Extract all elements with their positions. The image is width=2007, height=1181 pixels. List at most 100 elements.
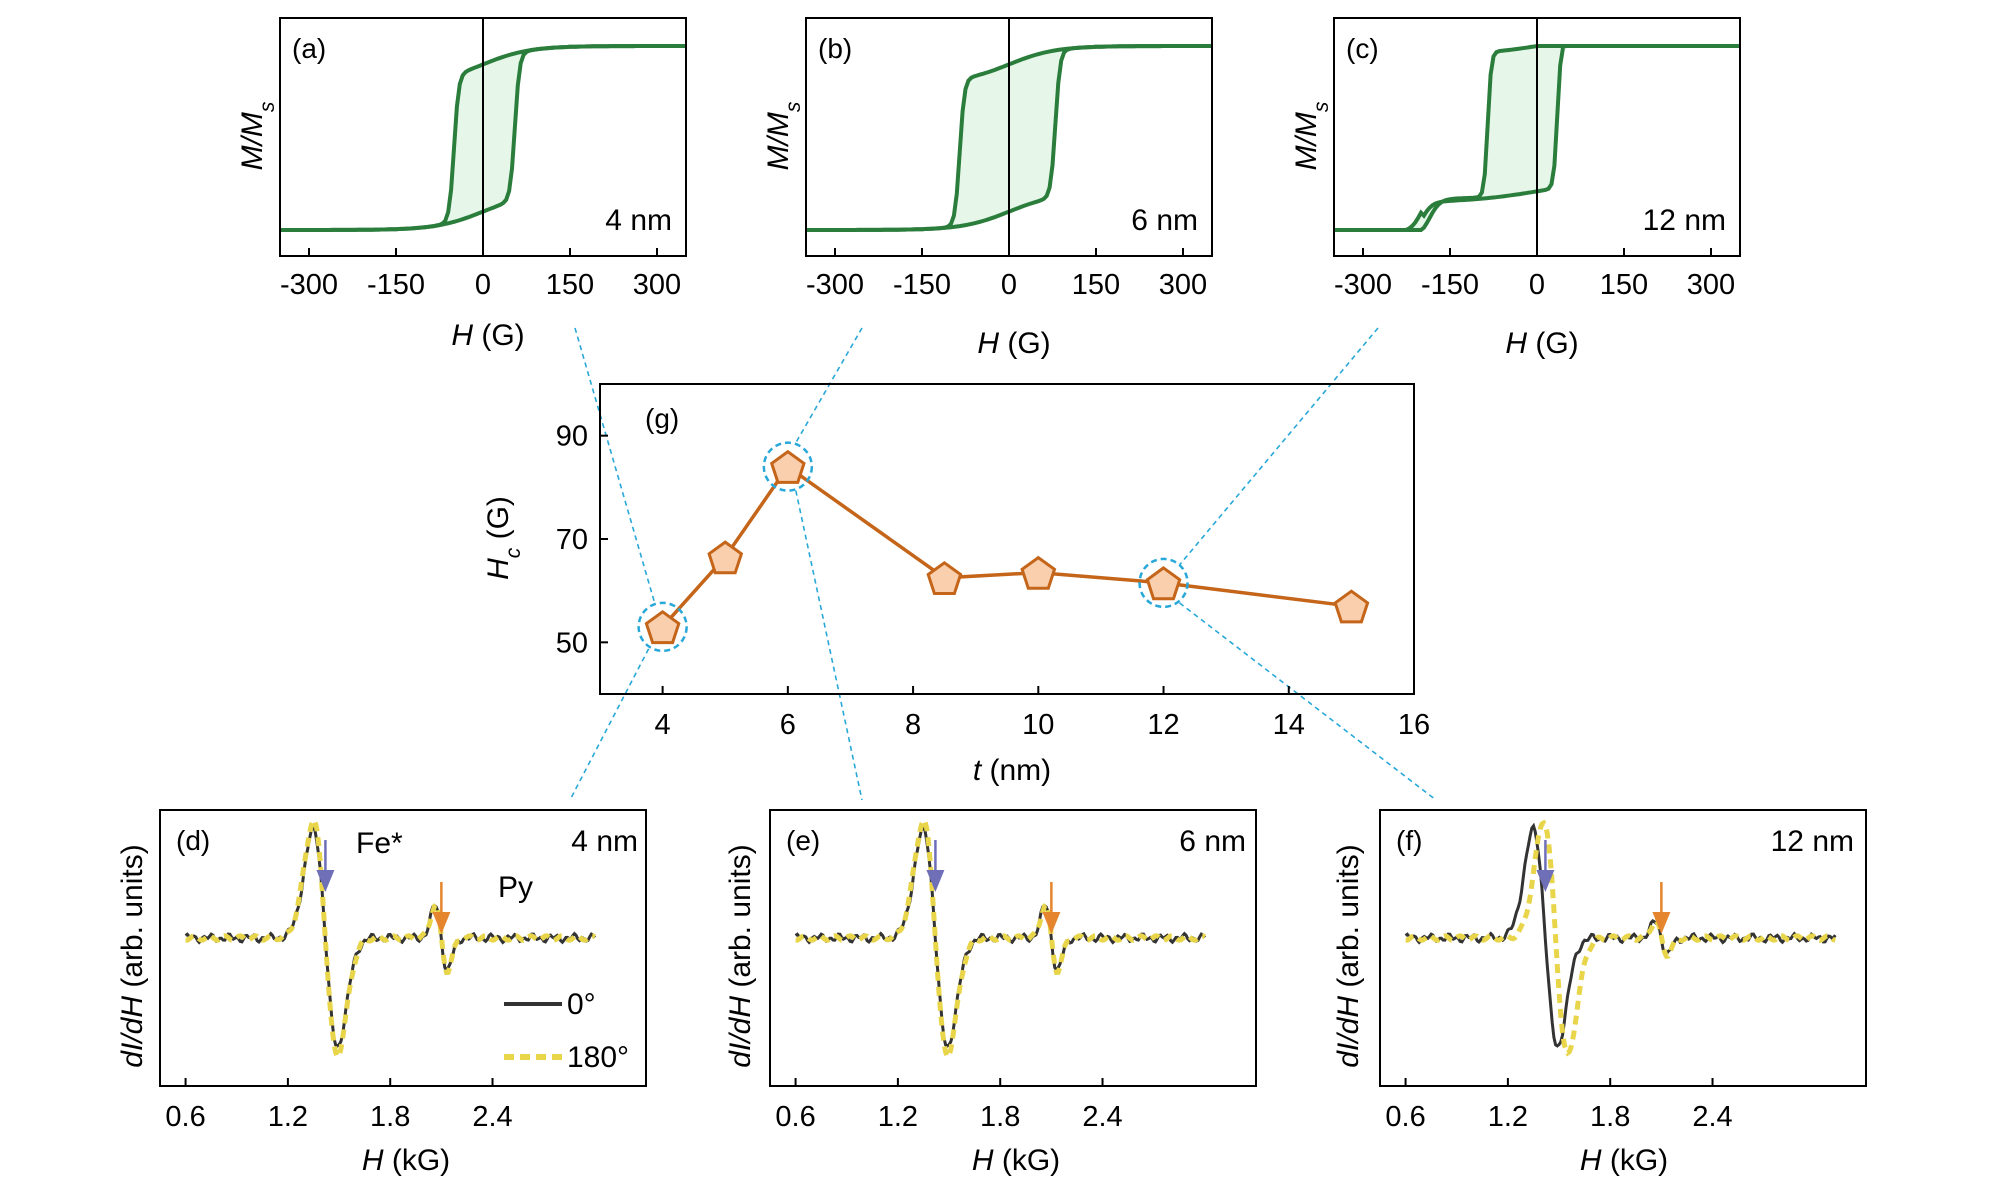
pentagon-marker (1145, 566, 1182, 601)
fmr-trace-180deg (1405, 819, 1836, 1057)
fmr-e-ylabel: dI/dH (arb. units) (724, 844, 757, 1067)
pentagon-marker (769, 449, 806, 484)
x-tick-label: 0.6 (1385, 1101, 1425, 1133)
zoom-connector (569, 648, 650, 801)
zoom-connector (795, 327, 863, 444)
fmr-d-ylabel: dI/dH (arb. units) (116, 844, 149, 1067)
x-tick-label: 0.6 (165, 1101, 205, 1133)
fe-arrow-head (926, 870, 945, 892)
y-tick-label: 90 (556, 421, 588, 453)
y-tick-label: 50 (556, 627, 588, 659)
coercivity-line (661, 464, 1352, 628)
fmr-trace-180deg (795, 816, 1207, 1061)
x-tick-label: 150 (1600, 269, 1648, 301)
fmr-d-xlabel: H (kG) (362, 1144, 450, 1177)
x-tick-label: 2.4 (1692, 1101, 1732, 1133)
zoom-connector (795, 490, 863, 801)
plot-frame (599, 383, 1415, 695)
x-tick-label: 1.8 (1590, 1101, 1630, 1133)
fmr-f-thickness: 12 nm (1771, 825, 1854, 858)
hysteresis-c-ylabel: M/Ms (1290, 101, 1333, 170)
x-tick-label: 1.8 (370, 1101, 410, 1133)
coercivity-panel-g: (g) Hc (G) t (nm) 4 6 8 10 12 14 16 50 70 90 (482, 383, 1430, 787)
fmr-trace-180deg (185, 816, 597, 1061)
plot-frame (1379, 809, 1867, 1087)
fmr-e-thickness: 6 nm (1179, 825, 1246, 858)
x-tick-label: -300 (280, 269, 338, 301)
fmr-d-tag: (d) (176, 825, 210, 856)
plot-frame (159, 809, 647, 1087)
pentagon-marker (1020, 555, 1057, 590)
highlight-circle (762, 441, 814, 492)
pentagon-marker (926, 560, 963, 595)
x-tick-label: 300 (1687, 269, 1735, 301)
hysteresis-a-ylabel: M/Ms (236, 101, 279, 170)
x-tick-label: 150 (546, 269, 594, 301)
x-tick-label: 0 (1001, 269, 1017, 301)
x-tick-label: 0 (475, 269, 491, 301)
fmr-f-xlabel: H (kG) (1580, 1144, 1668, 1177)
x-tick-label: 12 (1147, 709, 1179, 741)
g-ylabel: Hc (G) (482, 496, 525, 580)
zoom-connector (574, 327, 656, 604)
x-tick-label: 2.4 (1082, 1101, 1122, 1133)
x-tick-label: 1.2 (878, 1101, 918, 1133)
fmr-panel-d: dI/dH (arb. units) (d) 4 nm H (kG) Fe* P… (116, 809, 647, 1177)
hysteresis-panel-b: M/Ms (b) 6 nm H (G) -300 -150 0 150 300 (762, 17, 1213, 360)
zoom-connectors (569, 327, 1437, 801)
g-tag: (g) (645, 403, 679, 434)
x-tick-label: 16 (1398, 709, 1430, 741)
fmr-f-tag: (f) (1396, 825, 1422, 856)
hysteresis-b-tag: (b) (818, 33, 852, 64)
fmr-f-ylabel: dI/dH (arb. units) (1332, 844, 1365, 1067)
x-tick-label: -300 (806, 269, 864, 301)
x-tick-label: 2.4 (472, 1101, 512, 1133)
py-label: Py (498, 871, 533, 904)
x-tick-label: 4 (655, 709, 671, 741)
x-tick-label: -150 (1421, 269, 1479, 301)
pentagon-marker (707, 540, 744, 575)
hysteresis-panel-c: M/Ms (c) 12 nm H (G) -300 -150 0 150 300 (1290, 17, 1741, 360)
g-xlabel: t (nm) (973, 754, 1051, 787)
highlight-circle (1138, 557, 1189, 609)
fmr-e-xlabel: H (kG) (972, 1144, 1060, 1177)
hysteresis-b-xlabel: H (G) (977, 327, 1050, 360)
hysteresis-b-ylabel: M/Ms (762, 101, 805, 170)
x-tick-label: -300 (1334, 269, 1392, 301)
zoom-connector (1179, 602, 1437, 801)
x-tick-label: 1.8 (980, 1101, 1020, 1133)
py-arrow-head (1042, 912, 1061, 934)
fe-arrow-head (1536, 870, 1555, 892)
py-arrow-head (432, 912, 451, 934)
fmr-d-thickness: 4 nm (571, 825, 638, 858)
legend-0deg-label: 0° (567, 988, 596, 1021)
plot-frame (769, 809, 1257, 1087)
x-tick-label: 300 (1159, 269, 1207, 301)
hysteresis-a-thickness: 4 nm (605, 204, 672, 237)
x-tick-label: -150 (367, 269, 425, 301)
hysteresis-a-xlabel: H (G) (451, 319, 524, 352)
hysteresis-panel-a: M/Ms (a) 4 nm H (G) -300 -150 0 150 300 (236, 17, 687, 352)
x-tick-label: 300 (633, 269, 681, 301)
pentagon-marker (644, 609, 681, 645)
x-tick-label: 0.6 (775, 1101, 815, 1133)
x-tick-label: 150 (1072, 269, 1120, 301)
hysteresis-b-thickness: 6 nm (1131, 204, 1198, 237)
fmr-panel-f: dI/dH (arb. units) (f) 12 nm H (kG) 0.6 1… (1332, 809, 1867, 1177)
py-arrow-head (1652, 912, 1671, 934)
hysteresis-a-tag: (a) (292, 33, 326, 64)
fmr-trace-0deg (1404, 822, 1837, 1048)
x-tick-label: 14 (1273, 709, 1305, 741)
x-tick-label: 8 (905, 709, 921, 741)
highlight-circle (637, 601, 688, 653)
fe-arrow-head (316, 870, 335, 892)
x-tick-label: -150 (893, 269, 951, 301)
x-tick-label: 1.2 (268, 1101, 308, 1133)
x-tick-label: 10 (1022, 709, 1054, 741)
legend-180deg-label: 180° (567, 1041, 629, 1074)
hysteresis-c-thickness: 12 nm (1643, 204, 1726, 237)
zoom-connector (1178, 327, 1379, 566)
x-tick-label: 0 (1529, 269, 1545, 301)
hysteresis-c-tag: (c) (1346, 33, 1379, 64)
